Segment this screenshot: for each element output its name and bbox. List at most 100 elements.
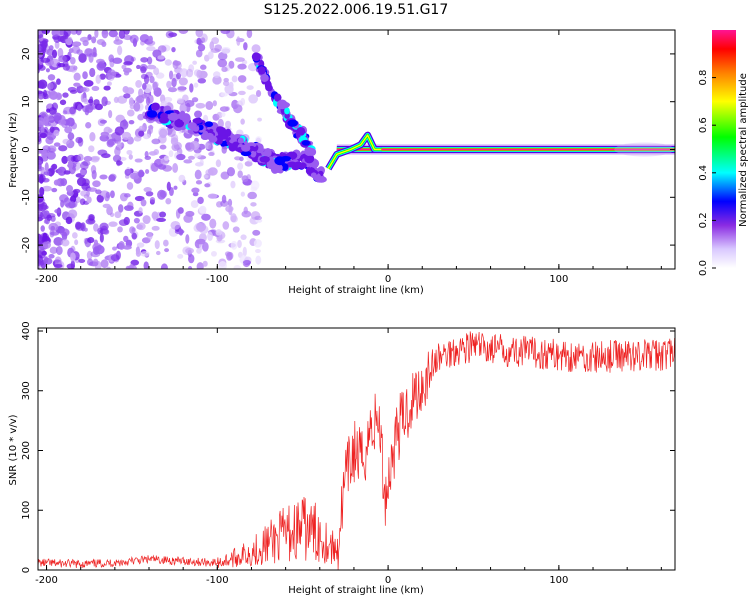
- colorbar-tick-label: 0.0: [698, 260, 709, 276]
- spectrogram-noise-cell: [128, 119, 135, 125]
- spectrogram-noise-cell: [40, 126, 45, 134]
- spectrogram-noise-cell: [40, 57, 51, 63]
- spectrogram-noise-cell: [41, 148, 47, 157]
- spectrogram-noise-cell: [148, 124, 154, 134]
- spectrogram-noise-cell: [194, 152, 202, 159]
- spectrogram-noise-cell: [178, 228, 184, 236]
- spectrogram-noise-cell: [204, 183, 211, 188]
- spectrogram-noise-cell: [129, 172, 140, 180]
- spectrogram-noise-cell: [42, 240, 51, 249]
- spectrogram-noise-cell: [191, 97, 199, 103]
- spectrogram-noise-cell: [171, 46, 176, 53]
- spectrogram-noise-cell: [80, 87, 90, 93]
- spectrogram-noise-cell: [68, 160, 74, 170]
- spectrogram-noise-cell: [183, 214, 193, 223]
- spectrogram-noise-cell: [51, 102, 59, 111]
- spectrogram-noise-cell: [70, 259, 76, 269]
- spectrogram-noise-cell: [172, 163, 179, 173]
- snr-x-tick-label: -200: [35, 575, 58, 586]
- spectrogram-noise-cell: [234, 57, 245, 62]
- spectrogram-noise-cell: [94, 30, 99, 38]
- spectrogram-noise-cell: [74, 239, 79, 246]
- spectrogram-noise-cell: [118, 30, 126, 39]
- spectrogram-track-cell: [304, 153, 315, 164]
- spectrogram-noise-cell: [109, 190, 115, 199]
- spectrogram-noise-cell: [207, 231, 213, 242]
- spectrogram-noise-cell: [68, 201, 76, 209]
- spectrogram-noise-cell: [177, 253, 184, 259]
- spectrogram-noise-cell: [225, 205, 234, 213]
- spectrogram-noise-cell: [66, 185, 74, 193]
- spectrogram-noise-cell: [205, 101, 214, 110]
- spectrogram-noise-cell: [127, 109, 135, 117]
- spectrogram-noise-cell: [213, 71, 221, 78]
- spectrogram-noise-cell: [112, 154, 122, 163]
- spectrogram-noise-cell: [41, 30, 51, 35]
- spectrogram-noise-cell: [210, 250, 217, 257]
- spectrogram-noise-cell: [39, 132, 47, 139]
- spectrogram-noise-cell: [171, 143, 180, 152]
- spectrogram-noise-cell: [126, 149, 133, 155]
- spectrogram-noise-cell: [202, 242, 209, 252]
- spectrogram-noise-cell: [193, 82, 199, 88]
- spectrogram-noise-cell: [41, 45, 47, 54]
- spectrogram-noise-cell: [200, 33, 208, 43]
- spectrogram-noise-cell: [148, 151, 158, 156]
- spectrogram-noise-cell: [166, 80, 172, 89]
- spectrogram-noise-cell: [212, 75, 222, 85]
- spectrogram-track-cell: [158, 116, 169, 124]
- spectrogram-noise-cell: [83, 227, 88, 232]
- spectrogram-noise-cell: [233, 104, 243, 114]
- spectrogram-noise-cell: [159, 211, 167, 218]
- spectrogram-noise-cell: [257, 117, 262, 122]
- spectrogram-track-cell: [168, 112, 179, 121]
- spectrogram-noise-cell: [93, 223, 99, 232]
- spectrogram-noise-cell: [237, 162, 244, 171]
- spectrogram-track-cell: [174, 118, 185, 128]
- spectrogram-noise-cell: [107, 138, 116, 146]
- spectrogram-noise-cell: [101, 96, 108, 107]
- spectrogram-noise-cell: [208, 144, 214, 151]
- spectrogram-noise-cell: [39, 186, 45, 197]
- spectrogram-noise-cell: [78, 258, 86, 263]
- spectrogram-noise-cell: [189, 83, 194, 93]
- spectrogram-track-cell: [204, 121, 214, 128]
- spectrogram-noise-cell: [221, 66, 228, 73]
- spectrogram-noise-cell: [194, 169, 202, 180]
- spectrogram-noise-cell: [170, 220, 181, 230]
- spectrogram-upper-track-cell: [276, 99, 288, 110]
- spectrogram-noise-cell: [53, 129, 60, 137]
- spectrogram-noise-cell: [38, 174, 44, 184]
- spectrogram-noise-cell: [53, 112, 62, 122]
- spectrogram-noise-cell: [114, 126, 125, 136]
- spectrogram-noise-cell: [188, 254, 195, 264]
- spectrogram-noise-cell: [237, 239, 242, 249]
- spectrogram-noise-cell: [255, 255, 262, 265]
- spectrogram-noise-cell: [220, 171, 230, 180]
- spectrogram-noise-cell: [242, 246, 247, 257]
- spectrogram-noise-cell: [71, 41, 82, 47]
- spectrogram-noise-cell: [91, 85, 100, 92]
- spectrogram-noise-cell: [222, 221, 230, 230]
- spectrogram-noise-cell: [67, 209, 78, 219]
- spectrogram-noise-cell: [138, 169, 145, 178]
- colorbar-gradient: [712, 30, 736, 268]
- spectrogram-noise-cell: [70, 252, 76, 262]
- spectrogram-noise-cell: [178, 174, 186, 183]
- spectrogram-noise-cell: [230, 180, 236, 189]
- spectrogram-peak-ridge: [327, 134, 382, 169]
- spectrogram-noise-cell: [144, 151, 149, 158]
- spectrogram-noise-cell: [164, 248, 170, 253]
- spectrogram-noise-cell: [53, 142, 61, 147]
- spectrogram-noise-cell: [225, 120, 232, 129]
- spectrogram-noise-cell: [61, 239, 70, 247]
- spectrogram-noise-cell: [244, 160, 253, 167]
- spectrogram-noise-cell: [190, 200, 199, 208]
- spectrogram-noise-cell: [221, 112, 226, 117]
- spectrogram-noise-cell: [140, 66, 147, 74]
- spectrogram-noise-cell: [228, 81, 234, 89]
- spectrogram-noise-cell: [47, 74, 56, 81]
- spectrogram-noise-cell: [41, 185, 52, 192]
- spectrogram-noise-cell: [251, 44, 261, 53]
- spectrogram-noise-cell: [87, 237, 95, 244]
